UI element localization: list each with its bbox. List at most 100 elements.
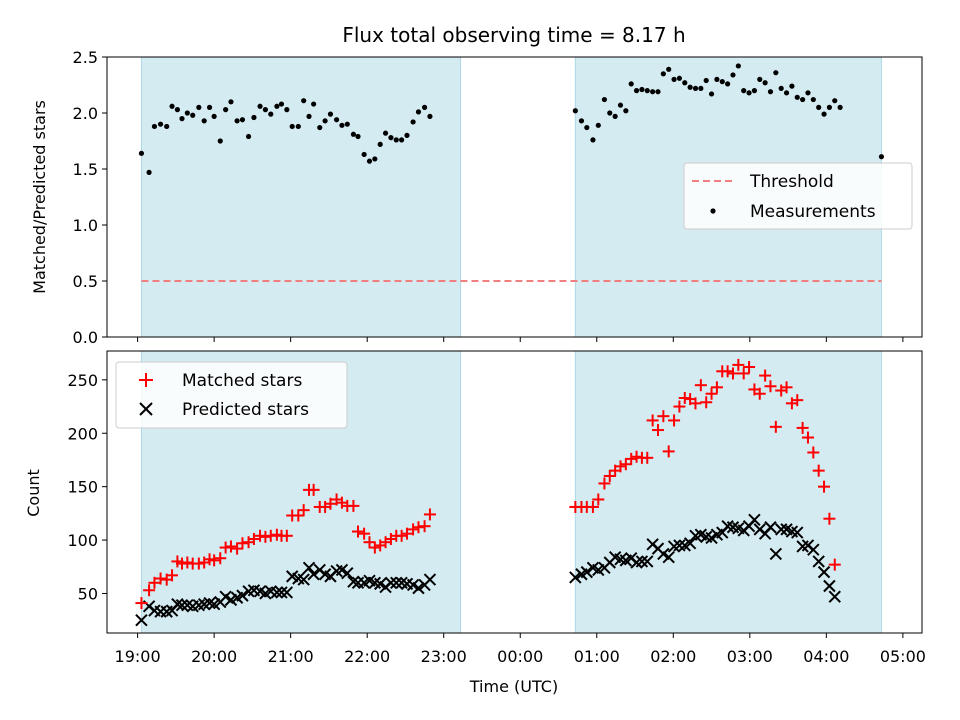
matched-point-79 — [705, 387, 718, 400]
measurement-point-48 — [399, 137, 405, 143]
matched-point-6 — [166, 569, 179, 582]
predicted-point-102 — [828, 590, 841, 603]
measurement-point-43 — [372, 156, 378, 162]
x-tick-label-1: 19:00 — [115, 647, 161, 666]
top-y-axis-label: Matched/Predicted stars — [30, 100, 49, 294]
measurement-point-52 — [421, 104, 428, 110]
matched-point-69 — [651, 424, 664, 437]
matched-point-24 — [264, 529, 277, 542]
measurement-point-93 — [783, 90, 790, 96]
matched-point-1 — [135, 597, 148, 610]
measurement-point-1 — [138, 150, 145, 156]
count-panel: 50 100 150 200 250 19:00 20:00 21:00 22:00 23:00… — [24, 350, 926, 696]
measurement-point-33 — [317, 124, 323, 131]
measurement-point-102 — [832, 98, 838, 104]
measurement-point-74 — [682, 80, 688, 86]
matched-point-64 — [625, 452, 638, 465]
measurement-point-26 — [278, 101, 285, 107]
matched-point-58 — [592, 493, 605, 506]
predicted-point-90 — [764, 521, 777, 534]
matched-point-4 — [154, 572, 167, 585]
measurement-point-67 — [644, 88, 650, 94]
matched-point-88 — [753, 387, 766, 400]
measurement-point-97 — [805, 90, 811, 96]
measurement-point-57 — [590, 137, 596, 143]
measurement-point-104 — [878, 154, 885, 160]
x-tick-label-9: 03:00 — [727, 647, 773, 666]
top-y-tick-label-3: 1.0 — [73, 216, 98, 235]
bottom-y-tick-label-4: 200 — [67, 424, 98, 443]
measurement-point-46 — [388, 135, 394, 141]
predicted-point-7 — [171, 597, 184, 611]
matched-point-19 — [236, 537, 249, 550]
matched-point-78 — [700, 396, 713, 409]
measurement-point-88 — [757, 76, 763, 82]
measurement-point-39 — [350, 131, 357, 137]
measurement-point-101 — [826, 104, 833, 110]
measurement-point-55 — [578, 118, 585, 124]
predicted-point-51 — [412, 581, 425, 595]
measurement-point-40 — [355, 133, 361, 140]
matched-point-22 — [254, 529, 267, 542]
matched-point-60 — [603, 469, 616, 482]
predicted-point-67 — [641, 555, 654, 568]
matched-point-40 — [352, 525, 365, 538]
measurement-point-92 — [778, 85, 784, 91]
measurement-point-86 — [746, 90, 752, 96]
matched-point-14 — [208, 554, 221, 567]
measurement-point-14 — [211, 113, 217, 119]
measurement-point-69 — [655, 89, 661, 95]
matched-point-27 — [280, 529, 293, 542]
predicted-point-1 — [135, 613, 148, 627]
measurement-point-45 — [382, 130, 389, 136]
measurement-point-41 — [361, 151, 367, 158]
measurement-point-72 — [671, 76, 677, 82]
matched-point-30 — [297, 504, 310, 517]
measurement-point-94 — [789, 83, 795, 89]
matched-point-18 — [231, 542, 244, 555]
matched-point-43 — [368, 541, 381, 554]
matched-point-72 — [668, 414, 681, 427]
matched-point-89 — [759, 369, 772, 382]
measurement-point-68 — [650, 89, 656, 95]
bottom-legend: Matched stars Predicted stars — [115, 361, 348, 429]
measurement-point-66 — [639, 86, 645, 93]
matched-point-3 — [148, 576, 161, 589]
top-y-tick-label-4: 1.5 — [73, 160, 98, 179]
matched-point-86 — [743, 361, 756, 374]
bottom-y-tick-label-1: 50 — [78, 584, 98, 603]
matched-point-42 — [363, 536, 376, 549]
ratio-panel: 0.0 0.5 1.0 1.5 2.0 2.5 Matched/Predicted sta… — [30, 48, 923, 347]
measurement-point-42 — [366, 158, 373, 164]
measurement-point-53 — [427, 113, 433, 119]
x-tick-label-10: 04:00 — [803, 647, 849, 666]
measurement-point-51 — [415, 109, 422, 115]
measurement-point-18 — [234, 118, 240, 124]
matched-point-80 — [710, 381, 723, 394]
measurement-point-29 — [295, 123, 301, 130]
measurement-point-13 — [206, 104, 213, 110]
matched-point-32 — [307, 483, 320, 496]
measurement-point-82 — [725, 81, 731, 87]
matched-point-74 — [678, 392, 691, 404]
matched-point-100 — [818, 480, 831, 493]
predicted-point-25 — [270, 586, 284, 599]
predicted-point-39 — [347, 575, 360, 588]
measurement-point-61 — [612, 113, 618, 119]
predicted-point-38 — [341, 566, 354, 580]
measurement-point-35 — [327, 111, 334, 117]
top-y-tick-label-1: 0.0 — [73, 328, 98, 347]
x-tick-label-3: 21:00 — [268, 647, 314, 666]
measurement-point-56 — [584, 124, 590, 131]
predicted-point-27 — [280, 586, 294, 599]
predicted-point-30 — [297, 573, 310, 586]
measurement-point-100 — [821, 111, 827, 117]
predicted-point-91 — [769, 547, 783, 561]
bottom-axes-frame — [106, 350, 923, 634]
measurement-point-24 — [268, 111, 274, 117]
matched-point-41 — [358, 527, 371, 540]
measurement-point-58 — [595, 122, 601, 128]
matched-point-63 — [619, 458, 632, 471]
matched-point-62 — [614, 460, 627, 473]
matched-point-82 — [721, 365, 734, 378]
